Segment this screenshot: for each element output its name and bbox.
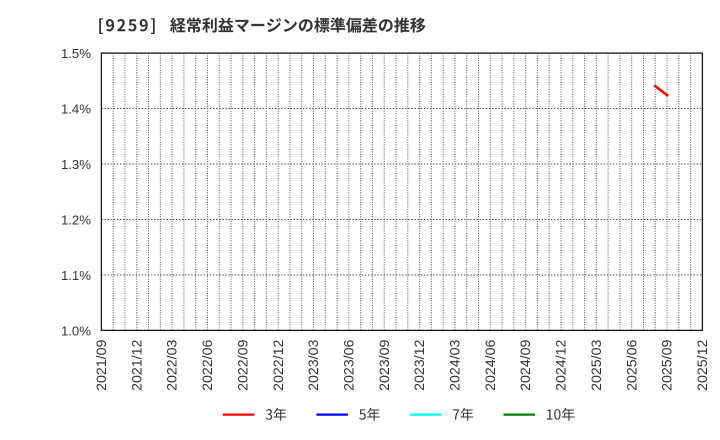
svg-text:2024/09: 2024/09	[518, 340, 534, 391]
svg-text:1.2%: 1.2%	[61, 212, 91, 227]
svg-text:2022/09: 2022/09	[235, 340, 251, 391]
svg-text:2024/12: 2024/12	[554, 340, 570, 391]
svg-text:2024/03: 2024/03	[448, 340, 464, 391]
svg-text:2025/06: 2025/06	[624, 340, 640, 391]
svg-text:1.0%: 1.0%	[61, 323, 91, 338]
svg-text:2022/03: 2022/03	[165, 340, 181, 391]
svg-text:2023/12: 2023/12	[412, 340, 428, 391]
svg-text:2023/03: 2023/03	[306, 340, 322, 391]
svg-text:2022/06: 2022/06	[200, 340, 216, 391]
svg-text:1.5%: 1.5%	[61, 46, 91, 61]
svg-text:1.1%: 1.1%	[61, 268, 91, 283]
svg-text:2025/03: 2025/03	[589, 340, 605, 391]
svg-text:1.4%: 1.4%	[61, 101, 91, 116]
svg-text:2021/12: 2021/12	[129, 340, 145, 391]
svg-text:2023/09: 2023/09	[377, 340, 393, 391]
svg-text:2021/09: 2021/09	[94, 340, 110, 391]
svg-text:1.3%: 1.3%	[61, 157, 91, 172]
svg-text:2024/06: 2024/06	[483, 340, 499, 391]
svg-text:2022/12: 2022/12	[271, 340, 287, 391]
svg-text:2023/06: 2023/06	[341, 340, 357, 391]
svg-text:2025/09: 2025/09	[660, 340, 676, 391]
svg-text:2025/12: 2025/12	[695, 340, 711, 391]
